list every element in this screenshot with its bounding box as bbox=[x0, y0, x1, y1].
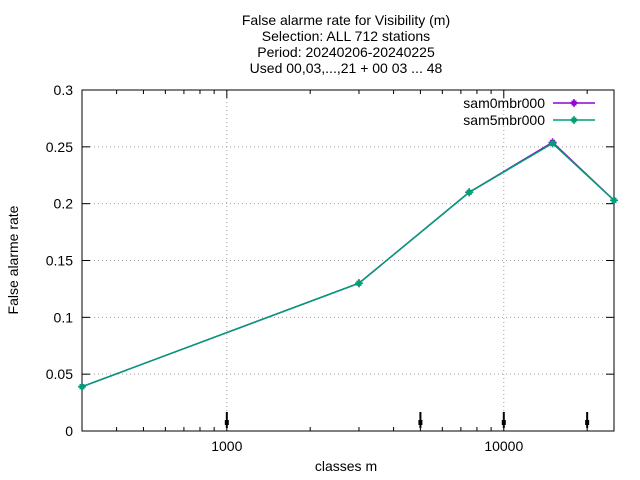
chart-title: False alarme rate for Visibility (m) Sel… bbox=[242, 12, 450, 76]
class-marker-dot bbox=[501, 420, 506, 425]
title-line-2: Selection: ALL 712 stations bbox=[262, 28, 430, 44]
class-marker-dot bbox=[224, 420, 229, 425]
y-tick-label: 0.2 bbox=[54, 196, 74, 212]
series-line-sam0mbr000 bbox=[81, 141, 615, 388]
x-axis-label: classes m bbox=[315, 458, 377, 474]
title-line-4: Used 00,03,...,21 + 00 03 ... 48 bbox=[250, 60, 443, 76]
axis-ticks: 0 0.05 0.1 0.15 0.2 0.25 0.3 1000 10000 bbox=[46, 82, 614, 454]
title-line-3: Period: 20240206-20240225 bbox=[257, 44, 435, 60]
series-line-sam5mbr000 bbox=[81, 142, 615, 388]
legend-label: sam5mbr000 bbox=[463, 112, 545, 128]
legend-label: sam0mbr000 bbox=[463, 95, 545, 111]
class-markers bbox=[224, 412, 590, 428]
x-tick-label: 10000 bbox=[484, 438, 523, 454]
class-marker-dot bbox=[418, 420, 423, 425]
y-tick-label: 0.05 bbox=[46, 366, 73, 382]
grid bbox=[82, 90, 614, 431]
class-marker-dot bbox=[585, 420, 590, 425]
y-tick-label: 0 bbox=[65, 423, 73, 439]
y-tick-label: 0.25 bbox=[46, 139, 73, 155]
y-axis-label: False alarme rate bbox=[5, 205, 21, 314]
y-tick-label: 0.1 bbox=[54, 309, 74, 325]
y-tick-label: 0.3 bbox=[54, 82, 74, 98]
series-lines bbox=[78, 138, 618, 391]
x-tick-label: 1000 bbox=[211, 438, 242, 454]
y-tick-label: 0.15 bbox=[46, 253, 73, 269]
title-line-1: False alarme rate for Visibility (m) bbox=[242, 12, 450, 28]
